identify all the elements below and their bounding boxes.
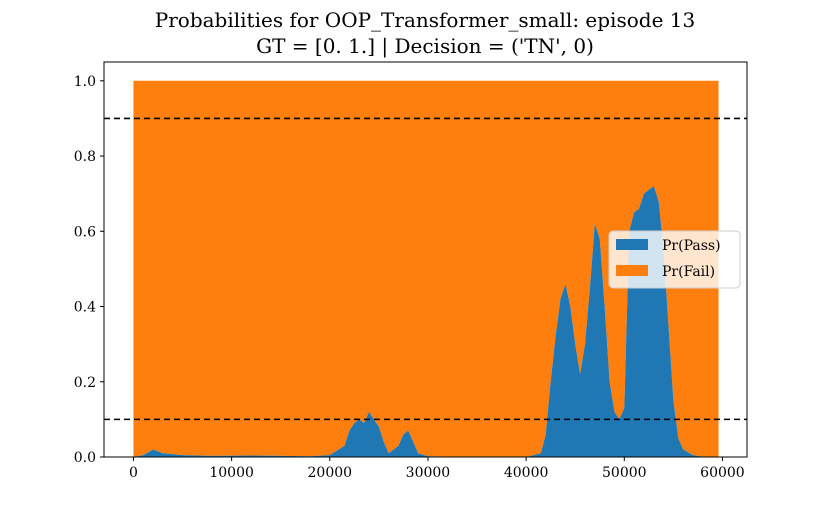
area-pr-fail <box>133 80 719 458</box>
y-tick-label: 0.6 <box>74 224 96 240</box>
axes-frame <box>103 61 748 458</box>
x-tick-label: 60000 <box>700 465 745 481</box>
legend: Pr(Pass) Pr(Fail) <box>608 230 741 289</box>
x-tick-label: 20000 <box>308 465 353 481</box>
x-tick-label: 10000 <box>209 465 254 481</box>
y-tick-label: 0.0 <box>74 450 96 466</box>
chart-title-line2: GT = [0. 1.] | Decision = ('TN', 0) <box>256 34 594 59</box>
legend-swatch-pass <box>616 239 648 250</box>
legend-label-fail: Pr(Fail) <box>662 264 715 280</box>
legend-swatch-fail <box>616 265 648 276</box>
y-tick-label: 0.4 <box>74 300 96 316</box>
y-axis-ticks: 0.0 0.2 0.4 0.6 0.8 1.0 <box>74 74 104 466</box>
chart-title-line1: Probabilities for OOP_Transformer_small:… <box>155 8 695 32</box>
y-tick-label: 1.0 <box>74 74 96 90</box>
threshold-lines <box>104 117 747 421</box>
area-pr-pass <box>133 186 719 457</box>
x-tick-label: 40000 <box>504 465 549 481</box>
x-tick-label: 30000 <box>406 465 451 481</box>
legend-label-pass: Pr(Pass) <box>662 238 721 254</box>
plot-area <box>133 80 719 458</box>
x-axis-ticks: 0 10000 20000 30000 40000 50000 60000 <box>129 457 745 481</box>
x-tick-label: 0 <box>129 465 138 481</box>
x-tick-label: 50000 <box>602 465 647 481</box>
y-tick-label: 0.8 <box>74 149 96 165</box>
y-tick-label: 0.2 <box>74 375 96 391</box>
